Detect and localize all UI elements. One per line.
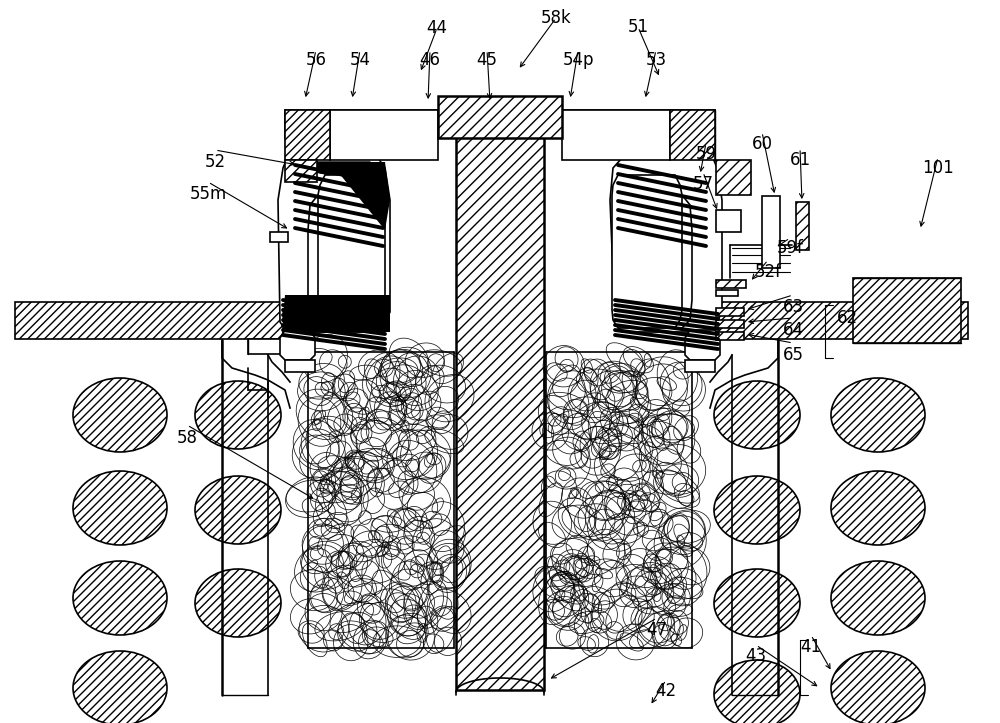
Text: 44: 44 xyxy=(426,19,448,37)
Bar xyxy=(685,360,715,372)
Bar xyxy=(248,339,285,354)
Ellipse shape xyxy=(195,476,281,544)
Polygon shape xyxy=(685,330,720,360)
Bar xyxy=(285,360,315,372)
Text: 52: 52 xyxy=(204,153,226,171)
Ellipse shape xyxy=(714,660,800,723)
Bar xyxy=(715,302,968,339)
Text: 42: 42 xyxy=(655,682,677,700)
Bar xyxy=(456,120,544,690)
Text: 62: 62 xyxy=(836,309,858,327)
Ellipse shape xyxy=(831,378,925,452)
Bar xyxy=(716,332,744,340)
Polygon shape xyxy=(278,158,390,332)
Text: 58: 58 xyxy=(176,429,198,447)
Text: 55m: 55m xyxy=(189,185,227,203)
Text: 60: 60 xyxy=(752,135,772,153)
Bar xyxy=(762,196,780,268)
Ellipse shape xyxy=(831,471,925,545)
Bar xyxy=(285,110,330,160)
Bar xyxy=(716,160,751,195)
Polygon shape xyxy=(295,162,380,190)
Bar xyxy=(853,278,961,343)
Text: 63: 63 xyxy=(782,298,804,316)
Bar xyxy=(562,110,670,160)
Text: 64: 64 xyxy=(782,321,804,339)
Text: 53: 53 xyxy=(645,51,667,69)
Polygon shape xyxy=(295,162,380,190)
Text: 51: 51 xyxy=(627,18,649,36)
Polygon shape xyxy=(612,175,682,328)
Text: 52f: 52f xyxy=(755,263,782,281)
Text: 57: 57 xyxy=(692,175,714,193)
Polygon shape xyxy=(318,175,385,328)
Ellipse shape xyxy=(73,471,167,545)
Text: 43: 43 xyxy=(745,647,767,665)
Ellipse shape xyxy=(73,651,167,723)
Bar xyxy=(438,96,562,138)
Ellipse shape xyxy=(73,378,167,452)
Ellipse shape xyxy=(195,381,281,449)
Bar xyxy=(440,98,560,133)
Polygon shape xyxy=(280,330,315,360)
Text: 54p: 54p xyxy=(562,51,594,69)
Bar xyxy=(716,308,744,316)
Ellipse shape xyxy=(831,561,925,635)
Ellipse shape xyxy=(714,569,800,637)
Text: 59f: 59f xyxy=(777,239,803,257)
Text: 101: 101 xyxy=(922,159,954,177)
Bar xyxy=(285,110,715,138)
Polygon shape xyxy=(330,162,390,230)
Text: 56: 56 xyxy=(306,51,326,69)
Ellipse shape xyxy=(195,569,281,637)
Text: 59: 59 xyxy=(696,145,716,163)
Bar xyxy=(285,160,317,182)
Bar xyxy=(716,320,744,328)
Ellipse shape xyxy=(73,561,167,635)
Bar xyxy=(15,302,283,339)
Ellipse shape xyxy=(714,381,800,449)
Bar xyxy=(270,232,288,242)
Bar xyxy=(796,202,809,250)
Ellipse shape xyxy=(714,476,800,544)
Bar xyxy=(716,280,746,288)
Ellipse shape xyxy=(831,651,925,723)
Text: 54: 54 xyxy=(350,51,370,69)
Polygon shape xyxy=(610,158,722,332)
Text: 46: 46 xyxy=(420,51,440,69)
Bar xyxy=(716,290,738,296)
Text: 47: 47 xyxy=(646,621,668,639)
Text: 41: 41 xyxy=(800,638,822,656)
Text: 45: 45 xyxy=(477,51,498,69)
Text: 65: 65 xyxy=(782,346,804,364)
Polygon shape xyxy=(283,308,380,332)
Polygon shape xyxy=(283,295,390,332)
Bar xyxy=(330,110,438,160)
Bar xyxy=(462,98,538,126)
Bar xyxy=(670,110,715,160)
Text: 61: 61 xyxy=(789,151,811,169)
Text: 58k: 58k xyxy=(541,9,571,27)
Bar xyxy=(716,210,741,232)
